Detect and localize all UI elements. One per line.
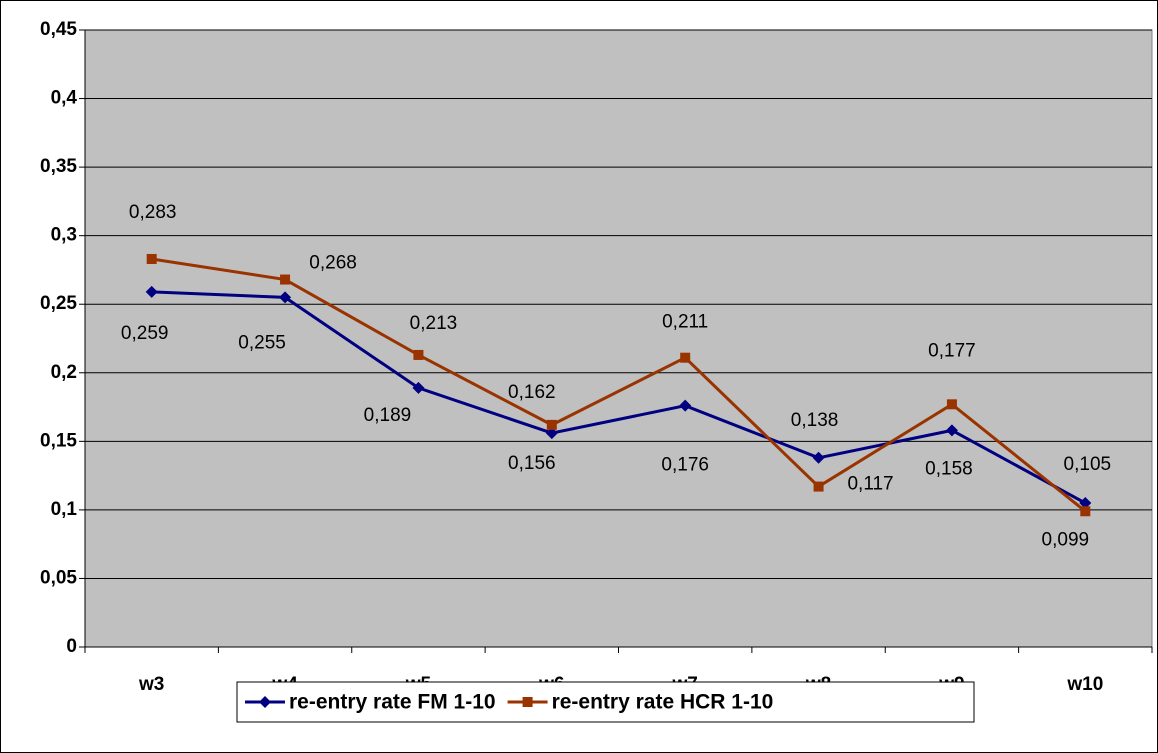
point: [145, 285, 158, 298]
x-tick-label: w10: [1066, 674, 1103, 695]
data-label: 0,162: [508, 382, 556, 403]
y-tick-label: 0,05: [40, 567, 77, 588]
point: [679, 399, 692, 412]
point: [813, 481, 824, 492]
y-tick-label: 0,1: [51, 499, 78, 520]
data-label: 0,156: [508, 453, 556, 474]
point: [946, 399, 957, 410]
point: [279, 291, 292, 304]
point: [812, 451, 825, 464]
y-tick-label: 0: [66, 636, 77, 657]
point: [545, 427, 558, 440]
data-label: 0,255: [238, 332, 286, 353]
data-label: 0,158: [925, 458, 973, 479]
y-tick-label: 0,4: [51, 88, 78, 109]
x-tick-label: w3: [138, 674, 164, 695]
data-label: 0,283: [129, 202, 177, 223]
data-label: 0,138: [791, 410, 839, 431]
legend-box: [236, 681, 975, 723]
data-label: 0,117: [847, 474, 893, 495]
point: [259, 696, 271, 708]
data-label: 0,259: [121, 323, 169, 344]
y-tick-label: 0,35: [40, 156, 77, 177]
y-tick-label: 0,45: [40, 19, 77, 40]
data-label: 0,213: [410, 313, 458, 334]
data-label: 0,176: [661, 455, 709, 476]
point: [1080, 506, 1091, 517]
point: [280, 274, 291, 285]
data-label: 0,268: [309, 253, 357, 274]
y-tick-label: 0,25: [40, 293, 77, 314]
data-label: 0,211: [662, 312, 708, 333]
data-label: 0,105: [1064, 454, 1112, 475]
data-label: 0,177: [928, 340, 976, 361]
point: [413, 349, 424, 360]
series: 0,259 0,255 0,189 0,156 0,176 0,138 0,158 0,105: [121, 285, 1112, 510]
legend: re-entry rate FM 1-10 re-entry rate HCR 1…: [236, 681, 975, 723]
y-tick-label: 0,3: [51, 225, 77, 246]
series: 0,283 0,268 0,213 0,162 0,211 0,117 0,177 0,099: [129, 202, 1091, 550]
point: [1079, 497, 1092, 510]
point: [945, 424, 958, 437]
data-label: 0,099: [1042, 529, 1090, 550]
y-tick-label: 0,2: [51, 362, 77, 383]
legend-label: re-entry rate HCR 1-10: [552, 691, 774, 714]
point: [680, 352, 691, 363]
point: [412, 381, 425, 394]
series-line: [151, 290, 1087, 505]
point: [146, 253, 157, 264]
plot-area: [84, 29, 1153, 648]
point: [522, 697, 533, 707]
point: [546, 419, 557, 430]
series-line: [151, 257, 1087, 513]
data-label: 0,189: [364, 405, 412, 426]
y-tick-label: 0,15: [40, 430, 77, 451]
legend-label: re-entry rate FM 1-10: [289, 691, 496, 714]
